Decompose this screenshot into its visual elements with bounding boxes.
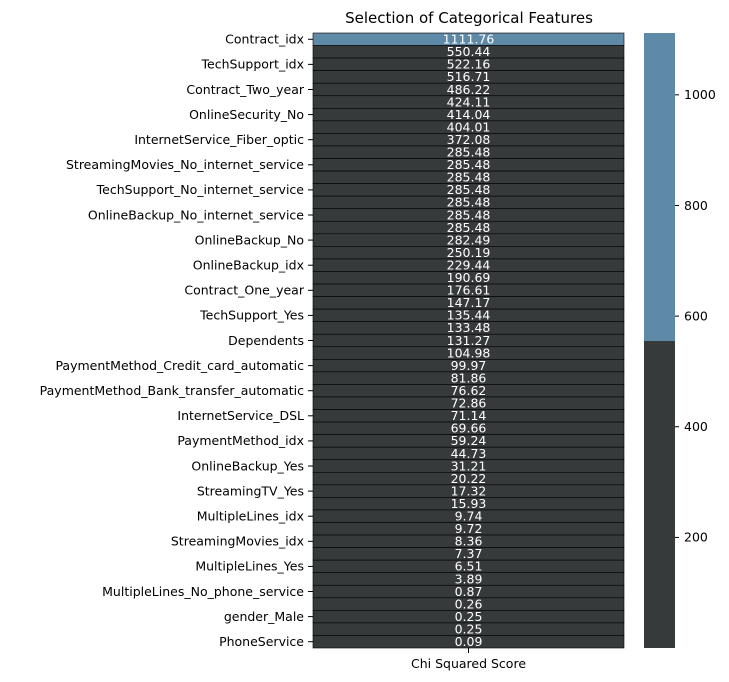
cell-value-label: 404.01 bbox=[447, 119, 491, 134]
y-tick-label: PaymentMethod_Credit_card_automatic bbox=[55, 358, 304, 373]
y-tick-label: OnlineBackup_No bbox=[195, 232, 304, 247]
cell-value-label: 72.86 bbox=[451, 396, 487, 411]
colorbar-tick-label: 800 bbox=[684, 198, 708, 213]
y-tick-label: OnlineBackup_No_internet_service bbox=[88, 207, 304, 222]
cell-value-label: 522.16 bbox=[447, 57, 491, 72]
cell-value-label: 104.98 bbox=[447, 345, 491, 360]
y-tick-label: TechSupport_idx bbox=[201, 57, 304, 72]
cell-value-label: 99.97 bbox=[451, 358, 487, 373]
cell-value-label: 516.71 bbox=[447, 69, 491, 84]
cell-value-label: 71.14 bbox=[451, 408, 487, 423]
cell-value-label: 135.44 bbox=[447, 308, 491, 323]
cell-value-label: 3.89 bbox=[455, 571, 483, 586]
cell-value-label: 7.37 bbox=[455, 546, 483, 561]
heatmap-cells: 1111.76550.44522.16516.71486.22424.11414… bbox=[312, 32, 625, 649]
cell-value-label: 0.09 bbox=[455, 634, 483, 649]
x-tick-label: Chi Squared Score bbox=[411, 656, 526, 671]
cell-value-label: 486.22 bbox=[447, 82, 491, 97]
cell-value-label: 285.48 bbox=[447, 195, 491, 210]
cell-value-label: 131.27 bbox=[447, 333, 491, 348]
cell-value-label: 133.48 bbox=[447, 320, 491, 335]
cell-value-label: 282.49 bbox=[447, 232, 491, 247]
cell-value-label: 76.62 bbox=[451, 383, 487, 398]
cell-value-label: 414.04 bbox=[447, 107, 491, 122]
cell-value-label: 176.61 bbox=[447, 283, 491, 298]
cell-value-label: 229.44 bbox=[447, 257, 491, 272]
cell-value-label: 31.21 bbox=[451, 458, 487, 473]
cell-value-label: 372.08 bbox=[447, 132, 491, 147]
cell-value-label: 250.19 bbox=[447, 245, 491, 260]
cell-value-label: 0.26 bbox=[455, 596, 483, 611]
y-tick-label: InternetService_Fiber_optic bbox=[134, 132, 304, 147]
cell-value-label: 1111.76 bbox=[443, 32, 495, 47]
y-tick-label: PhoneService bbox=[219, 634, 304, 649]
y-tick-label: TechSupport_No_internet_service bbox=[96, 182, 305, 197]
colorbar: 200 400 600 800 1000 bbox=[644, 33, 716, 648]
y-tick-label: OnlineBackup_idx bbox=[193, 257, 304, 272]
colorbar-tick-label: 400 bbox=[684, 419, 708, 434]
y-axis-labels: Contract_idx TechSupport_idx Contract_Two_… bbox=[40, 32, 313, 649]
y-tick-label: PaymentMethod_Bank_transfer_automatic bbox=[40, 383, 304, 398]
cell-value-label: 285.48 bbox=[447, 220, 491, 235]
y-tick-label: gender_Male bbox=[224, 609, 304, 624]
colorbar-low-segment bbox=[644, 341, 675, 648]
cell-value-label: 6.51 bbox=[455, 559, 483, 574]
y-tick-label: Contract_One_year bbox=[184, 283, 304, 298]
y-tick-label: Contract_Two_year bbox=[186, 82, 304, 97]
y-tick-label: PaymentMethod_idx bbox=[177, 433, 304, 448]
y-tick-label: StreamingMovies_idx bbox=[171, 534, 304, 549]
y-tick-label: OnlineSecurity_No bbox=[189, 107, 304, 122]
y-tick-label: InternetService_DSL bbox=[177, 408, 304, 423]
colorbar-tick-label: 200 bbox=[684, 530, 708, 545]
cell-value-label: 69.66 bbox=[451, 421, 487, 436]
cell-value-label: 147.17 bbox=[447, 295, 491, 310]
y-tick-label: StreamingTV_Yes bbox=[197, 483, 304, 498]
colorbar-high-segment bbox=[644, 33, 675, 342]
cell-value-label: 285.48 bbox=[447, 182, 491, 197]
cell-value-label: 285.48 bbox=[447, 207, 491, 222]
chart-title: Selection of Categorical Features bbox=[345, 9, 593, 27]
y-tick-label: Dependents bbox=[228, 333, 304, 348]
cell-value-label: 285.48 bbox=[447, 157, 491, 172]
colorbar-tick-label: 600 bbox=[684, 308, 708, 323]
cell-value-label: 8.36 bbox=[455, 534, 483, 549]
x-axis: Chi Squared Score bbox=[411, 648, 526, 671]
cell-value-label: 15.93 bbox=[451, 496, 487, 511]
cell-value-label: 285.48 bbox=[447, 170, 491, 185]
cell-value-label: 285.48 bbox=[447, 145, 491, 160]
cell-value-label: 0.25 bbox=[455, 621, 483, 636]
cell-value-label: 81.86 bbox=[451, 370, 487, 385]
cell-value-label: 0.87 bbox=[455, 584, 483, 599]
cell-value-label: 9.74 bbox=[455, 509, 483, 524]
cell-value-label: 424.11 bbox=[447, 94, 491, 109]
y-tick-label: TechSupport_Yes bbox=[199, 308, 304, 323]
y-tick-label: OnlineBackup_Yes bbox=[191, 458, 304, 473]
cell-value-label: 9.72 bbox=[455, 521, 483, 536]
y-tick-label: Contract_idx bbox=[225, 32, 304, 47]
y-tick-label: MultipleLines_idx bbox=[197, 509, 304, 524]
cell-value-label: 20.22 bbox=[451, 471, 487, 486]
cell-value-label: 0.25 bbox=[455, 609, 483, 624]
cell-value-label: 59.24 bbox=[451, 433, 487, 448]
cell-value-label: 550.44 bbox=[447, 44, 491, 59]
cell-value-label: 44.73 bbox=[451, 446, 487, 461]
cell-value-label: 190.69 bbox=[447, 270, 491, 285]
y-tick-label: StreamingMovies_No_internet_service bbox=[66, 157, 304, 172]
y-tick-label: MultipleLines_Yes bbox=[195, 559, 304, 574]
colorbar-tick-label: 1000 bbox=[684, 87, 716, 102]
cell-value-label: 17.32 bbox=[451, 483, 487, 498]
y-tick-label: MultipleLines_No_phone_service bbox=[102, 584, 304, 599]
